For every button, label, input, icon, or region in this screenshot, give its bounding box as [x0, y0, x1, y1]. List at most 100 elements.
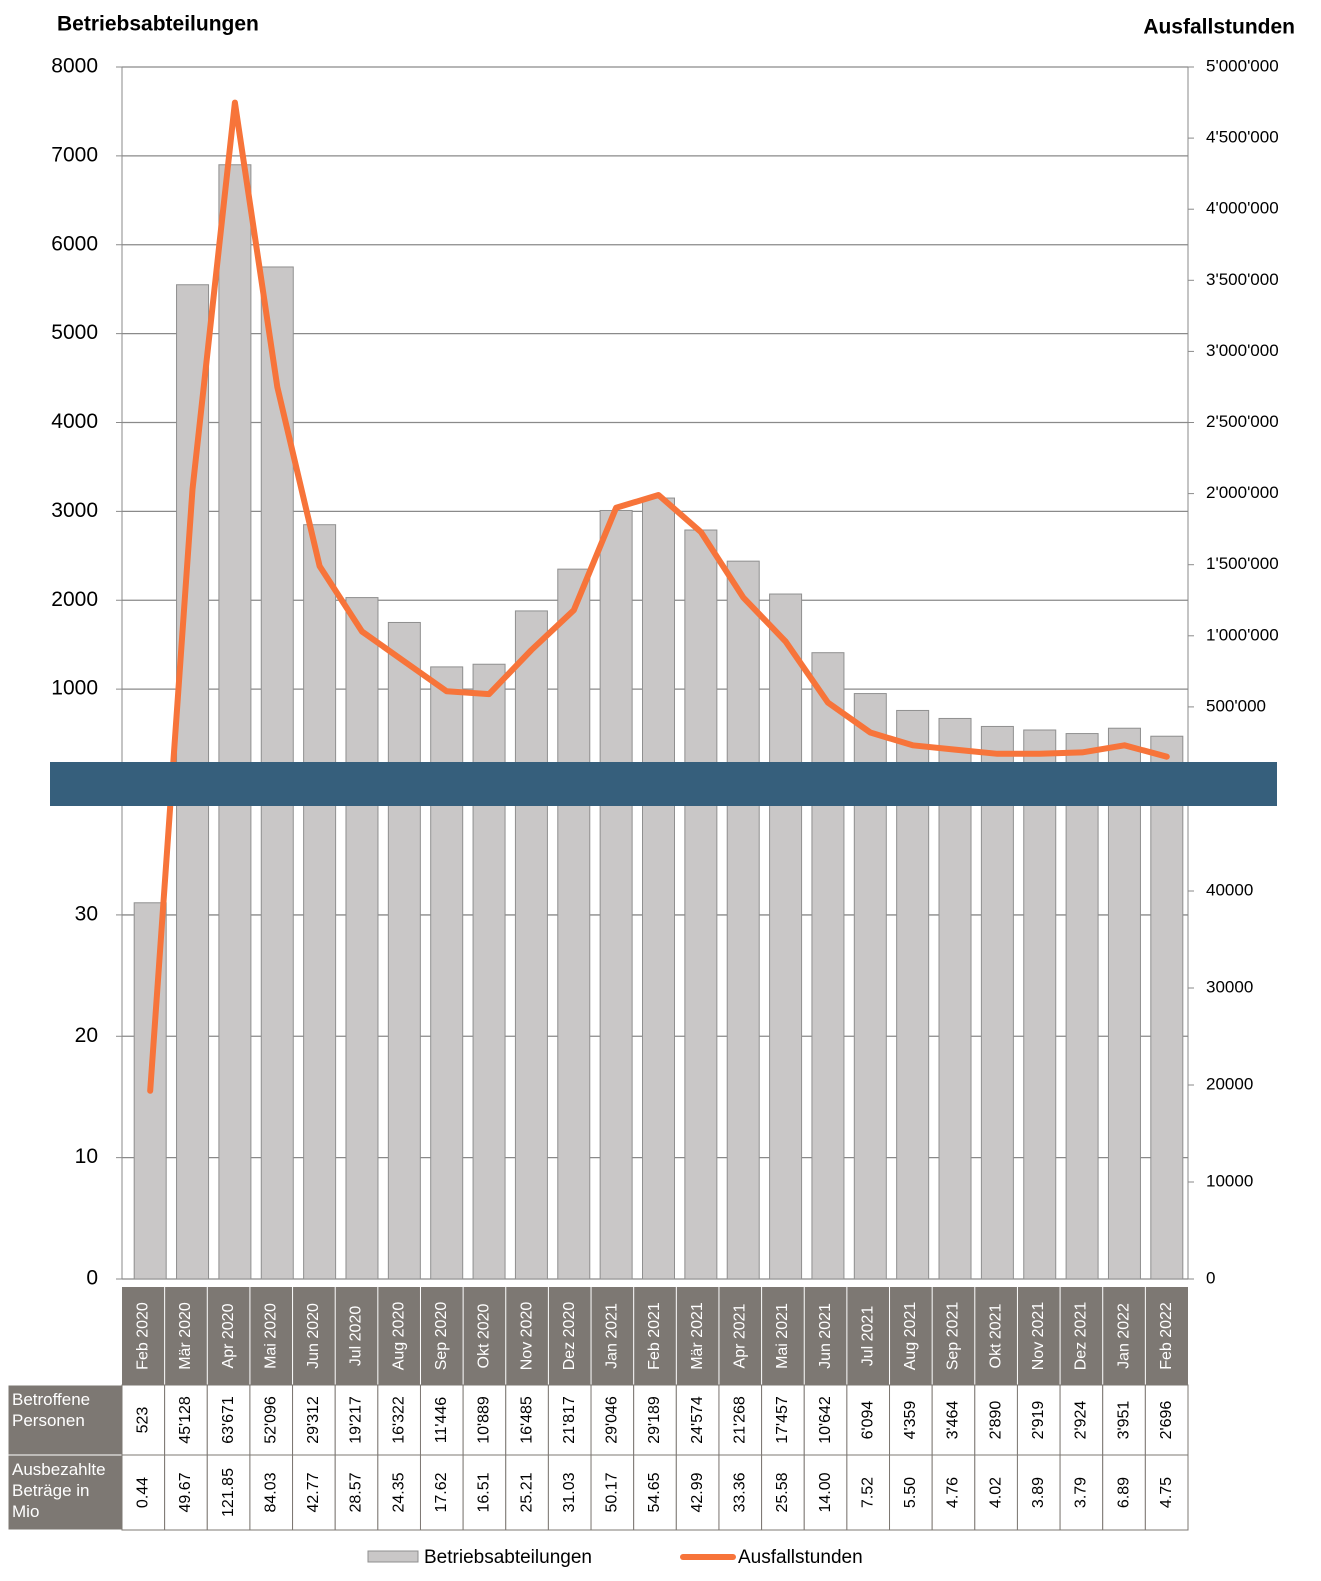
y2-tick-label: 5'000'000: [1206, 56, 1279, 75]
table-cell-text: 3.89: [1030, 1477, 1047, 1508]
table-cell-text: 523: [135, 1407, 152, 1434]
x-tick-label: Sep 2021: [945, 1302, 962, 1371]
table-cell: [164, 1454, 208, 1531]
legend-label: Ausfallstunden: [738, 1547, 863, 1568]
x-tick-label: Aug 2021: [902, 1302, 919, 1371]
bar: [938, 717, 972, 1280]
table-cell-text: 21'268: [731, 1396, 748, 1444]
table-header-bg: [122, 1287, 1188, 1385]
row-header-bg: [7, 1384, 123, 1456]
table-cell-text: 3.79: [1073, 1477, 1090, 1508]
y-tick-label: 10: [75, 1145, 98, 1168]
table-cell: [803, 1454, 848, 1531]
x-tick-label: Apr 2021: [731, 1303, 748, 1368]
row-header-bg: [7, 1454, 123, 1531]
y-tick-label: 8000: [51, 55, 98, 78]
x-tick-label: Jan 2022: [1115, 1303, 1132, 1369]
y-axis-title: Betriebsabteilungen: [57, 13, 259, 36]
bar: [1107, 727, 1141, 1280]
table-cell-text: 2'696: [1158, 1401, 1175, 1440]
table-cell: [633, 1384, 677, 1456]
x-tick-label: Jul 2020: [348, 1306, 365, 1367]
table-cell: [249, 1454, 294, 1531]
table-cell-text: 42.77: [305, 1472, 322, 1512]
table-cell: [1102, 1454, 1146, 1531]
table-cell-text: 4.75: [1158, 1477, 1175, 1508]
table-cell: [846, 1454, 891, 1531]
row-header-label: Betroffene Personen: [12, 1390, 91, 1430]
table-cell: [377, 1454, 421, 1531]
y-tick-label: 5000: [51, 321, 98, 344]
y-tick-label: 1000: [51, 677, 98, 700]
row-header: Betroffene Personen: [12, 1390, 91, 1430]
table-cell-text: 29'312: [305, 1396, 322, 1444]
bar: [599, 509, 633, 1280]
y2-tick-label: 4'000'000: [1206, 199, 1279, 218]
y2-tick-label: 1'000'000: [1206, 625, 1279, 644]
bar: [430, 666, 464, 1280]
table-cell: [974, 1454, 1018, 1531]
table-cell: [334, 1454, 379, 1531]
x-tick-label: Nov 2021: [1030, 1302, 1047, 1371]
x-tick-label: Feb 2021: [646, 1302, 663, 1370]
x-tick-label: Aug 2020: [390, 1302, 407, 1371]
table-cell-text: 16'322: [390, 1396, 407, 1444]
axis-break: [50, 762, 1277, 806]
row-header-label: Ausbezahlte Beträge in Mio: [12, 1460, 106, 1521]
legend-label: Betriebsabteilungen: [424, 1547, 592, 1568]
table-cell-text: 54.65: [646, 1472, 663, 1512]
bar: [642, 497, 675, 1280]
table-cell: [206, 1454, 251, 1531]
table-cell-text: 11'446: [433, 1397, 450, 1443]
table-cell-text: 10'889: [476, 1396, 493, 1444]
row-header: Ausbezahlte Beträge in Mio: [12, 1460, 106, 1521]
table-cell: [1059, 1454, 1104, 1531]
table-cell-text: 49.67: [177, 1472, 194, 1512]
bar: [303, 524, 337, 1280]
table-cell-text: 63'671: [220, 1396, 237, 1444]
x-tick-label: Sep 2020: [433, 1302, 450, 1371]
x-tick-label: Okt 2020: [476, 1303, 493, 1368]
table-cell-text: 31.03: [561, 1472, 578, 1512]
y-tick-label: 0: [86, 1267, 98, 1290]
x-tick-label: Apr 2020: [220, 1303, 237, 1368]
x-tick-label: Mai 2021: [774, 1303, 791, 1369]
table-cell-text: 24'574: [689, 1396, 706, 1444]
table-cell-text: 10'642: [817, 1396, 834, 1444]
y2-tick-label: 4'500'000: [1206, 128, 1279, 147]
table-cell-text: 14.00: [817, 1472, 834, 1512]
table-cell: [292, 1454, 336, 1531]
table-cell: [931, 1454, 976, 1531]
table-cell-text: 33.36: [731, 1472, 748, 1512]
y-tick-label: 6000: [51, 232, 98, 255]
x-tick-label: Mär 2021: [689, 1302, 706, 1370]
x-tick-label: Mai 2020: [262, 1303, 279, 1369]
y2-tick-label: 2'000'000: [1206, 483, 1279, 502]
table-cell-text: 4.02: [987, 1477, 1004, 1508]
table-cell-text: 121.85: [220, 1468, 237, 1517]
bar: [769, 593, 803, 1280]
table-cell: [377, 1384, 421, 1456]
y2-tick-label: 40000: [1206, 880, 1253, 899]
table-cell: [974, 1384, 1018, 1456]
table-cell: [889, 1454, 933, 1531]
y-tick-label: 4000: [51, 410, 98, 433]
bar: [726, 560, 760, 1280]
table-cell-text: 3'951: [1115, 1401, 1132, 1440]
bar: [218, 164, 252, 1280]
table-cell-text: 2'919: [1030, 1401, 1047, 1440]
y-tick-label: 20: [75, 1024, 98, 1047]
y2-tick-label: 10000: [1206, 1171, 1253, 1190]
table-cell: [931, 1384, 976, 1456]
x-tick-label: Okt 2021: [987, 1303, 1004, 1368]
table-cell-text: 3'464: [945, 1401, 962, 1440]
table-cell-text: 4'359: [902, 1401, 919, 1440]
line: [147, 99, 1170, 1094]
table-cell-text: 5.50: [902, 1477, 919, 1508]
table-cell-text: 25.21: [518, 1472, 535, 1512]
y2-tick-label: 3'000'000: [1206, 341, 1279, 360]
x-tick-label: Jun 2021: [817, 1303, 834, 1369]
table-cell-text: 50.17: [604, 1472, 621, 1512]
bar: [345, 597, 379, 1280]
